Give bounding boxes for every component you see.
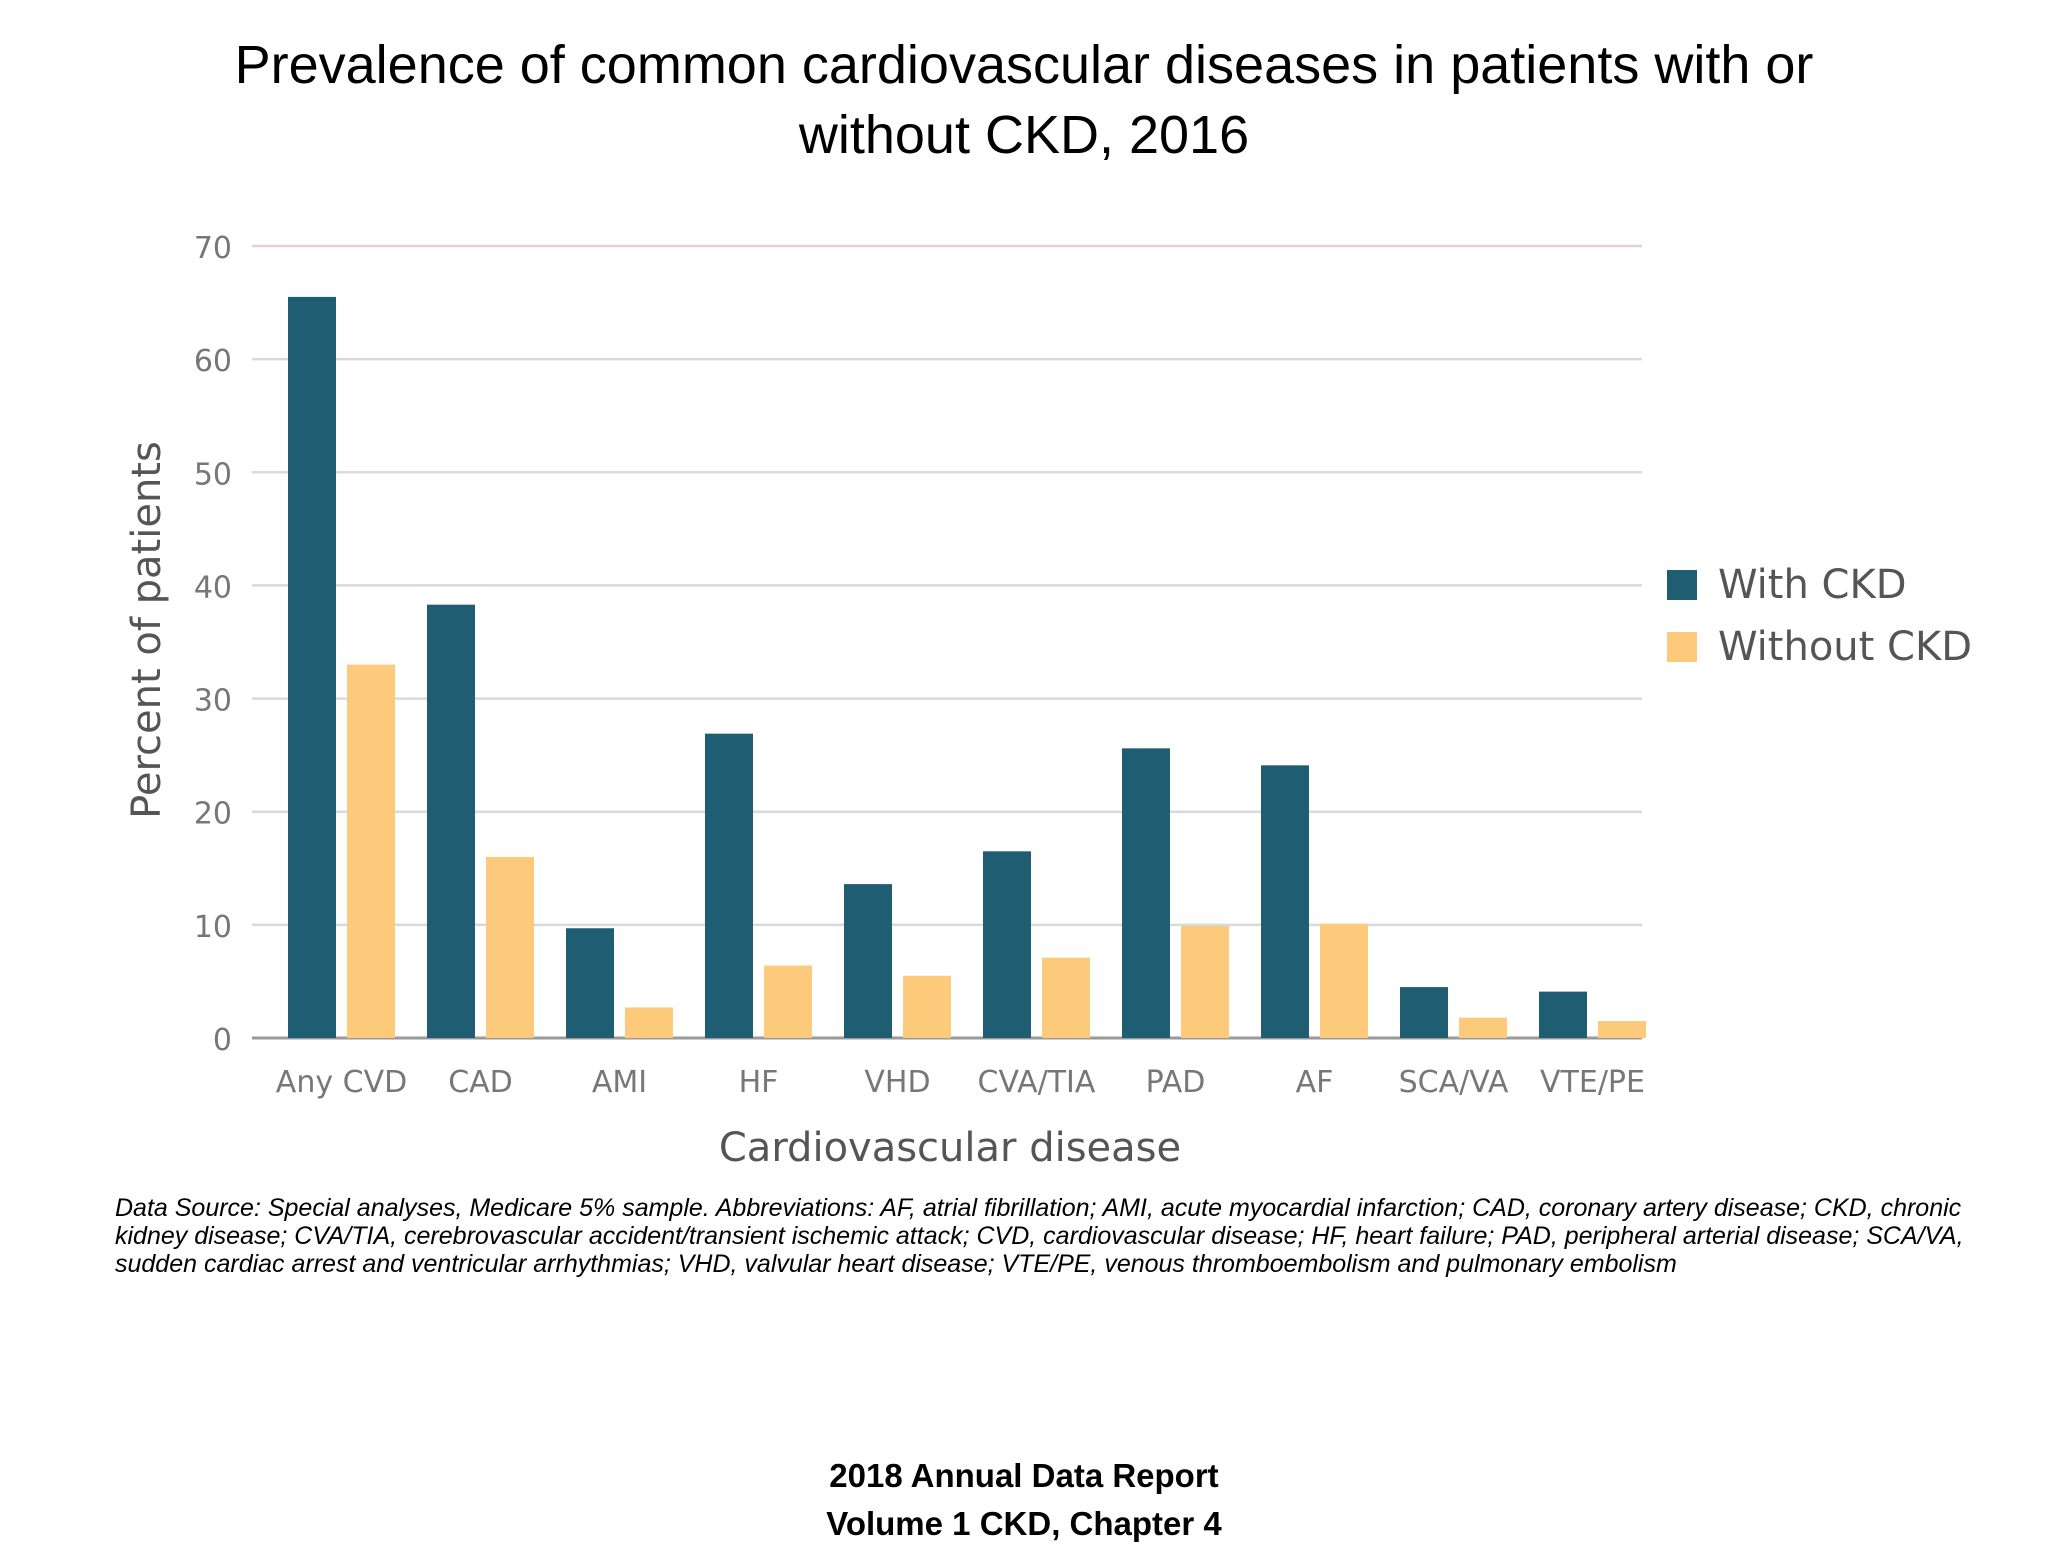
x-tick-label: VHD [864,1065,930,1100]
chart-title-line-1: Prevalence of common cardiovascular dise… [234,35,1814,95]
y-tick-labels: 0 10 20 30 40 50 60 70 [194,231,232,1058]
bar-with-ckd-vte-pe [1539,991,1587,1038]
legend-swatch [1667,632,1697,662]
bar-without-ckd-vte-pe [1598,1021,1646,1038]
x-tick-label: SCA/VA [1399,1065,1509,1100]
bar-without-ckd-af [1320,923,1368,1038]
bar-without-ckd-sca-va [1459,1017,1507,1038]
y-tick-label: 50 [194,457,232,492]
chart-title: Prevalence of common cardiovascular dise… [0,30,2048,170]
bar-chart: 0 10 20 30 40 50 60 70 Any CVD CAD AMI HF VHD CVA/TI… [124,231,1972,1171]
y-tick-label: 20 [194,797,232,832]
x-tick-label: AF [1296,1065,1334,1100]
x-axis-label: Cardiovascular disease [719,1125,1181,1171]
bar-without-ckd-ami [625,1007,673,1038]
bar-with-ckd-hf [705,733,753,1038]
y-tick-label: 10 [194,910,232,945]
x-tick-labels: Any CVD CAD AMI HF VHD CVA/TIA PAD AF SCA/VA VTE/… [276,1065,1645,1100]
legend-label: With CKD [1718,562,1907,608]
chart-title-line-2: without CKD, 2016 [798,105,1250,165]
x-tick-label: PAD [1146,1065,1206,1100]
bar-with-ckd-vhd [844,884,892,1038]
data-source-footnote: Data Source: Special analyses, Medicare … [115,1194,1964,1278]
y-tick-label: 70 [194,231,232,266]
bar-with-ckd-ami [566,928,614,1038]
x-tick-label: VTE/PE [1540,1065,1645,1100]
x-tick-label: Any CVD [276,1065,407,1100]
bar-with-ckd-cad [427,604,475,1038]
y-tick-label: 40 [194,570,232,605]
bar-with-ckd-sca-va [1400,987,1448,1038]
bar-with-ckd-pad [1122,748,1170,1038]
x-tick-label: CAD [448,1065,513,1100]
y-tick-label: 60 [194,344,232,379]
bar-with-ckd-cva-tia [983,851,1031,1038]
x-tick-label: AMI [592,1065,647,1100]
x-tick-label: CVA/TIA [978,1065,1096,1100]
y-axis-label: Percent of patients [124,441,170,819]
bars [288,296,1646,1038]
bar-with-ckd-af [1261,765,1309,1038]
bar-without-ckd-pad [1181,925,1229,1038]
bar-without-ckd-hf [764,965,812,1038]
y-tick-label: 30 [194,684,232,719]
legend: With CKD Without CKD [1667,562,1972,670]
bar-without-ckd-cad [486,856,534,1038]
report-title: 2018 Annual Data Report [829,1457,1219,1494]
bar-without-ckd-any-cvd [347,664,395,1038]
bar-without-ckd-cva-tia [1042,957,1090,1038]
bar-without-ckd-vhd [903,975,951,1038]
legend-label: Without CKD [1718,624,1972,670]
legend-swatch [1667,570,1697,600]
y-tick-label: 0 [213,1023,232,1058]
bar-with-ckd-any-cvd [288,296,336,1038]
grid-lines [252,244,1642,1040]
x-tick-label: HF [739,1065,779,1100]
report-footer: 2018 Annual Data Report Volume 1 CKD, Ch… [0,1452,2048,1548]
report-volume: Volume 1 CKD, Chapter 4 [826,1505,1222,1542]
